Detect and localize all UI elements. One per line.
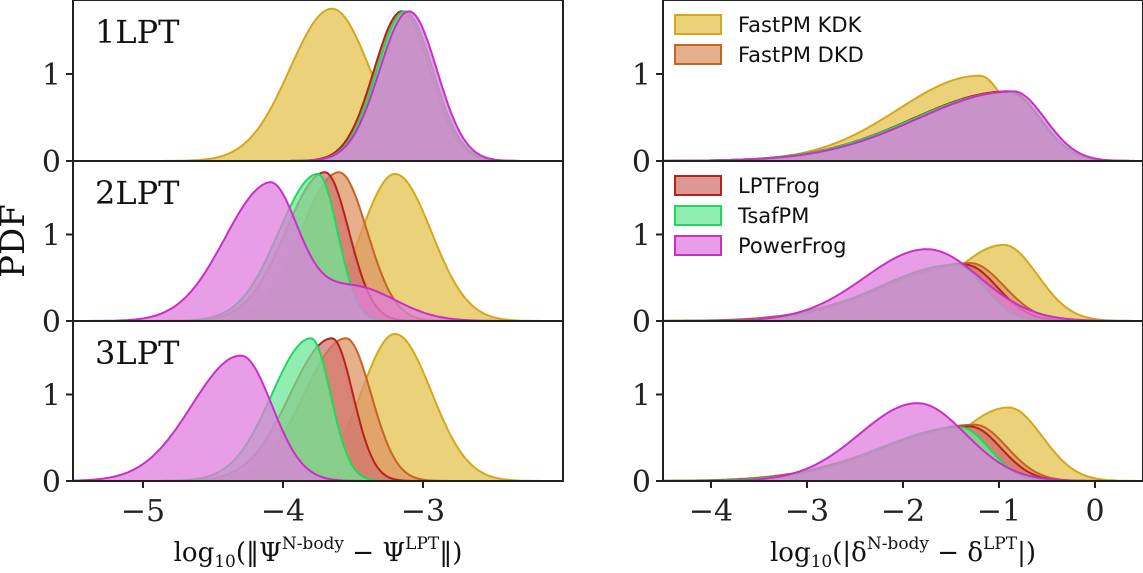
- y-tick-label: 0: [42, 465, 61, 500]
- panel-3lpt-col1: 0 1 −5 −4 −3 3LPT: [42, 320, 564, 529]
- x-tick-label: −4: [689, 494, 733, 529]
- panel-label: 2LPT: [95, 174, 180, 212]
- y-tick-label: 1: [42, 58, 61, 93]
- legend-swatch: [674, 14, 722, 35]
- y-tick-label: 0: [632, 145, 651, 180]
- legend-label: FastPM DKD: [738, 43, 864, 67]
- y-tick-label: 1: [42, 219, 61, 254]
- y-tick-label: 0: [632, 305, 651, 340]
- panel-frame: [72, 320, 564, 482]
- legend-label: LPTFrog: [738, 174, 820, 198]
- y-axis-label: PDF: [0, 204, 33, 278]
- panel-1lpt-col1: 0 1 1LPT: [42, 0, 564, 180]
- y-tick-label: 1: [632, 379, 651, 414]
- y-tick-label: 0: [42, 305, 61, 340]
- legend-swatch: [674, 44, 722, 65]
- x-tick-label: −4: [261, 494, 305, 529]
- legend-swatch: [674, 235, 722, 256]
- y-tick-label: 1: [632, 219, 651, 254]
- legend-swatch: [674, 205, 722, 226]
- panel-2lpt-col2: 01: [632, 160, 1143, 340]
- panel-2lpt-col1: 0 1 2LPT: [42, 160, 564, 340]
- density-powerfrog: [73, 354, 563, 481]
- density-powerfrog: [73, 10, 563, 161]
- panel-label: 3LPT: [95, 334, 180, 372]
- x-axis-label: log10(|δN-body − δLPT|): [770, 534, 1036, 572]
- legend-label: PowerFrog: [738, 234, 846, 258]
- x-tick-label: −1: [977, 494, 1021, 529]
- legend-label: TsafPM: [737, 204, 809, 228]
- legend-swatch: [674, 175, 722, 196]
- y-tick-label: 1: [42, 379, 61, 414]
- y-tick-label: 0: [42, 145, 61, 180]
- density-tsafpm: [73, 173, 563, 321]
- legend-label: FastPM KDK: [738, 13, 863, 37]
- panel-3lpt-col2: 0 1 −4 −3 −2 −1 0: [632, 320, 1143, 529]
- x-tick-label: −2: [881, 494, 925, 529]
- y-tick-label: 1: [632, 58, 651, 93]
- legend: FastPM KDK FastPM DKD: [674, 13, 864, 67]
- x-axis-label: log10(‖ΨN-body − ΨLPT‖): [174, 534, 463, 572]
- density-powerfrog: [663, 90, 1143, 161]
- y-tick-label: 0: [632, 465, 651, 500]
- panel-1lpt-col2: 01: [632, 0, 1143, 180]
- x-tick-label: −3: [401, 494, 445, 529]
- legend: LPTFrog TsafPM PowerFrog: [674, 174, 846, 258]
- x-tick-label: −5: [121, 494, 165, 529]
- x-tick-label: −3: [785, 494, 829, 529]
- x-tick-label: 0: [1085, 494, 1104, 529]
- panel-label: 1LPT: [95, 13, 180, 51]
